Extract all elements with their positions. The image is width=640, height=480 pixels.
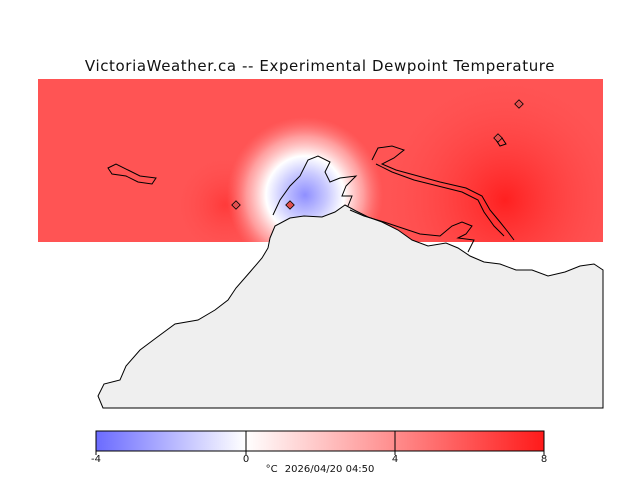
station-marker[interactable] [285, 200, 295, 210]
station-marker[interactable] [231, 200, 241, 210]
legend-tick-label: -4 [91, 454, 101, 465]
coast-harbour [349, 209, 475, 253]
island-west [107, 163, 157, 185]
land-mass [97, 204, 604, 409]
coast-inlet [375, 163, 505, 237]
legend-colorbar [95, 430, 545, 455]
map-title: VictoriaWeather.ca -- Experimental Dewpo… [84, 57, 556, 75]
coast-peninsula [272, 155, 358, 216]
dewpoint-field [38, 79, 603, 242]
station-marker[interactable] [514, 99, 524, 109]
station-marker[interactable] [493, 133, 503, 143]
legend-footer: °C 2026/04/20 04:50 [0, 464, 640, 475]
legend-tick-label: 8 [540, 454, 548, 465]
legend-unit: °C [265, 464, 278, 475]
legend-tick-label: 4 [391, 454, 399, 465]
station-markers [231, 99, 524, 210]
coast-east [371, 145, 515, 241]
timestamp: 2026/04/20 04:50 [284, 464, 375, 475]
legend-tick-label: 0 [242, 454, 250, 465]
